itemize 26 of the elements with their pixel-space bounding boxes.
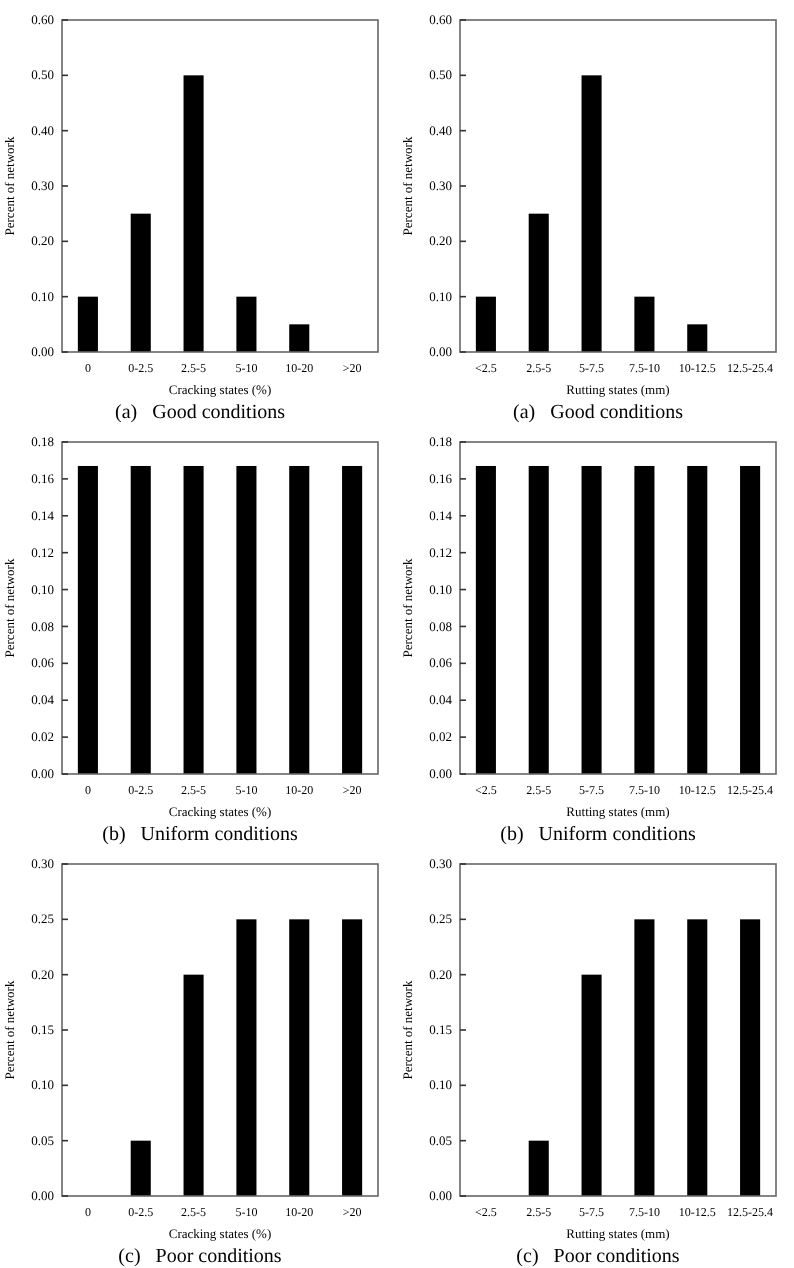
bar — [581, 974, 602, 1196]
text: (a) Good conditions — [513, 402, 684, 424]
bar — [634, 919, 655, 1196]
bar — [581, 75, 602, 352]
bar — [528, 1140, 549, 1196]
bar — [183, 974, 204, 1196]
bar — [130, 213, 151, 352]
bar — [130, 1140, 151, 1196]
bar — [475, 296, 496, 352]
text: (b) Uniform conditions — [500, 824, 696, 846]
bar — [342, 919, 363, 1196]
bar — [634, 296, 655, 352]
bar — [740, 919, 761, 1196]
text: (c) Poor conditions — [516, 1246, 680, 1268]
text: (c) Poor conditions — [118, 1246, 282, 1268]
text: (a) Good conditions — [115, 402, 286, 424]
bar — [289, 919, 310, 1196]
bar — [687, 919, 708, 1196]
bar — [236, 296, 257, 352]
text: (b) Uniform conditions — [102, 824, 298, 846]
bar — [77, 296, 98, 352]
bar — [289, 324, 310, 352]
bar — [183, 75, 204, 352]
bar — [687, 324, 708, 352]
bar — [236, 919, 257, 1196]
bar — [528, 213, 549, 352]
